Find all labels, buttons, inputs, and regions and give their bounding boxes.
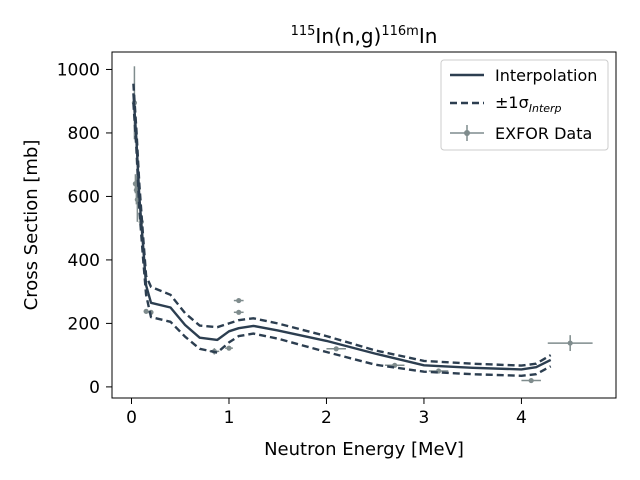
exfor-point: [233, 297, 244, 304]
x-axis-label: Neutron Energy [MeV]: [264, 439, 464, 460]
title-superscript-product: 116m: [381, 24, 418, 39]
plot-frame: [111, 51, 617, 399]
exfor-marker: [236, 297, 242, 304]
legend-exfor-swatch: [450, 125, 484, 141]
exfor-marker: [567, 340, 573, 346]
exfor-point: [547, 335, 593, 352]
exfor-point: [326, 346, 346, 352]
exfor-point: [233, 309, 244, 315]
exfor-marker: [143, 308, 149, 314]
legend-box: [440, 59, 609, 151]
exfor-marker: [528, 377, 534, 384]
exfor-point: [521, 377, 541, 384]
title-element: In: [419, 24, 438, 48]
x-tick-label: 1: [224, 408, 235, 428]
exfor-marker: [236, 309, 242, 315]
y-tick-label: 1000: [57, 60, 100, 80]
title-reaction: In(n,g): [315, 24, 381, 48]
data-layer: [131, 66, 593, 384]
legend-band-label-main: ±1σ: [495, 93, 529, 112]
legend-exfor-label: EXFOR Data: [495, 124, 592, 143]
sigma-band-line: [132, 102, 552, 377]
sigma-band-line: [132, 83, 552, 367]
exfor-point: [225, 345, 233, 351]
y-tick-label: 800: [68, 124, 100, 144]
title-superscript-mass: 115: [291, 24, 316, 39]
x-tick-label: 0: [126, 408, 137, 428]
legend: Interpolation ±1σInterp EXFOR Data: [440, 59, 609, 151]
y-tick-label: 600: [68, 187, 100, 207]
legend-band-label-sub: Interp: [529, 102, 562, 115]
x-tick-label: 3: [419, 408, 430, 428]
exfor-point: [143, 308, 149, 314]
x-tick-label: 2: [321, 408, 332, 428]
y-tick-label: 400: [68, 251, 100, 271]
x-axis: 0 1 2 3 4: [126, 398, 527, 428]
y-axis: 0 200 400 600 800 1000: [57, 60, 112, 398]
legend-interp-label: Interpolation: [495, 66, 597, 85]
y-tick-label: 200: [68, 314, 100, 334]
exfor-marker: [333, 346, 339, 352]
y-tick-label: 0: [89, 378, 100, 398]
exfor-marker: [226, 345, 232, 351]
legend-band-label: ±1σInterp: [495, 93, 562, 115]
y-axis-label: Cross Section [mb]: [21, 140, 42, 311]
chart-title: 115In(n,g)116mIn: [291, 24, 438, 48]
x-tick-label: 4: [516, 408, 527, 428]
